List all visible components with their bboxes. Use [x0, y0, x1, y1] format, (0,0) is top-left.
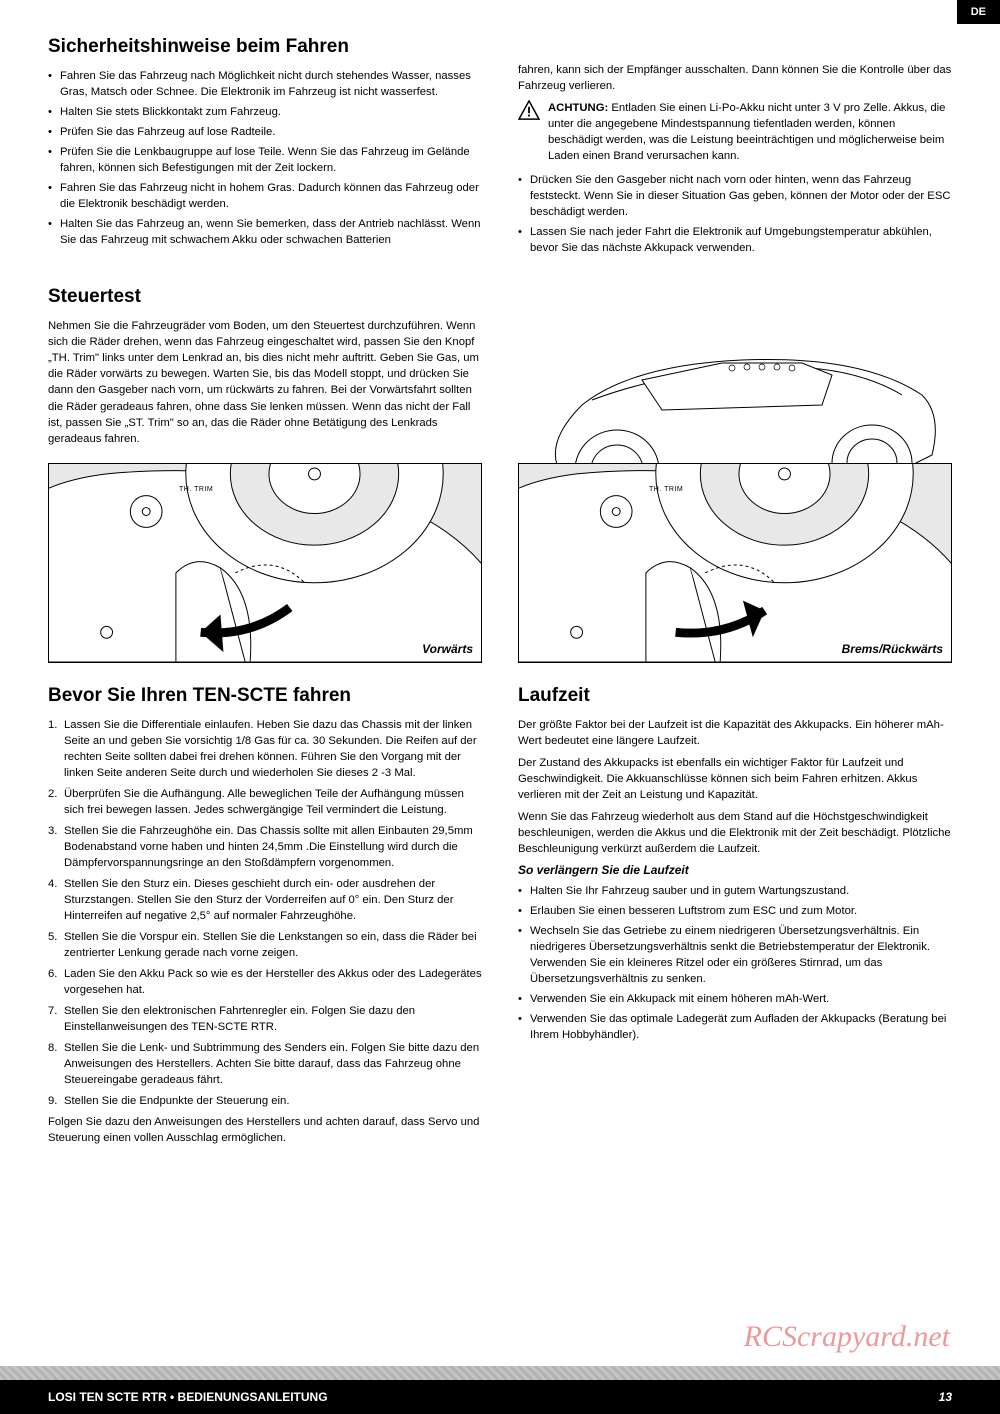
safety-cont-text: fahren, kann sich der Empfänger ausschal… — [518, 62, 952, 94]
diagram-reverse: TH. TRIM Brems/Rückwärts — [518, 463, 952, 663]
safety-section: Sicherheitshinweise beim Fahren Fahren S… — [48, 36, 952, 260]
controller-diagrams: TH. TRIM Vorwärts — [48, 463, 952, 663]
before-drive-after: Folgen Sie dazu den Anweisungen des Hers… — [48, 1114, 482, 1146]
list-item: Halten Sie stets Blickkontakt zum Fahrze… — [48, 104, 482, 120]
before-drive-heading: Bevor Sie Ihren TEN-SCTE fahren — [48, 685, 482, 707]
list-item: Stellen Sie die Vorspur ein. Stellen Sie… — [48, 929, 482, 961]
list-item: Stellen Sie die Endpunkte der Steuerung … — [48, 1093, 482, 1109]
list-item: Stellen Sie den Sturz ein. Dieses geschi… — [48, 876, 482, 924]
list-item: Verwenden Sie ein Akkupack mit einem höh… — [518, 991, 952, 1007]
runtime-heading: Laufzeit — [518, 685, 952, 707]
list-item: Stellen Sie die Fahrzeughöhe ein. Das Ch… — [48, 823, 482, 871]
watermark: RCScrapyard.net — [744, 1320, 950, 1354]
list-item: Stellen Sie die Lenk- und Subtrimmung de… — [48, 1040, 482, 1088]
footer-pattern — [0, 1366, 1000, 1380]
page-content: Sicherheitshinweise beim Fahren Fahren S… — [0, 0, 1000, 1152]
diagram-forward: TH. TRIM Vorwärts — [48, 463, 482, 663]
th-trim-label: TH. TRIM — [649, 486, 683, 493]
before-drive-col: Bevor Sie Ihren TEN-SCTE fahren Lassen S… — [48, 685, 482, 1153]
steuertest-col: Steuertest Nehmen Sie die Fahrzeugräder … — [48, 286, 482, 452]
list-item: Laden Sie den Akku Pack so wie es der He… — [48, 966, 482, 998]
diagram-reverse-caption: Brems/Rückwärts — [842, 642, 943, 656]
lower-section: Bevor Sie Ihren TEN-SCTE fahren Lassen S… — [48, 685, 952, 1153]
warning-text: ACHTUNG: Entladen Sie einen Li-Po-Akku n… — [548, 100, 952, 164]
runtime-para: Der größte Faktor bei der Laufzeit ist d… — [518, 717, 952, 749]
language-tag: DE — [957, 0, 1000, 24]
warning-label: ACHTUNG: — [548, 102, 608, 114]
list-item: Lassen Sie nach jeder Fahrt die Elektron… — [518, 224, 952, 256]
list-item: Wechseln Sie das Getriebe zu einem niedr… — [518, 923, 952, 987]
steuertest-body: Nehmen Sie die Fahrzeugräder vom Boden, … — [48, 318, 482, 446]
list-item: Stellen Sie den elektronischen Fahrtenre… — [48, 1003, 482, 1035]
warning-body: Entladen Sie einen Li-Po-Akku nicht unte… — [548, 102, 945, 162]
list-item: Fahren Sie das Fahrzeug nach Möglichkeit… — [48, 68, 482, 100]
diagram-forward-caption: Vorwärts — [422, 642, 473, 656]
list-item: Halten Sie das Fahrzeug an, wenn Sie bem… — [48, 216, 482, 248]
runtime-subhead: So verlängern Sie die Laufzeit — [518, 863, 952, 877]
footer-title: LOSI TEN SCTE RTR • BEDIENUNGSANLEITUNG — [48, 1390, 328, 1404]
runtime-col: Laufzeit Der größte Faktor bei der Laufz… — [518, 685, 952, 1153]
footer-page: 13 — [939, 1390, 952, 1404]
before-drive-steps: Lassen Sie die Differentiale einlaufen. … — [48, 717, 482, 1110]
safety-right-col: fahren, kann sich der Empfänger ausschal… — [518, 36, 952, 260]
safety-heading: Sicherheitshinweise beim Fahren — [48, 36, 482, 58]
list-item: Fahren Sie das Fahrzeug nicht in hohem G… — [48, 180, 482, 212]
warning-block: ACHTUNG: Entladen Sie einen Li-Po-Akku n… — [518, 100, 952, 164]
list-item: Überprüfen Sie die Aufhängung. Alle bewe… — [48, 786, 482, 818]
steuertest-heading: Steuertest — [48, 286, 482, 308]
th-trim-label: TH. TRIM — [179, 486, 213, 493]
safety-left-list: Fahren Sie das Fahrzeug nach Möglichkeit… — [48, 68, 482, 248]
page-footer: LOSI TEN SCTE RTR • BEDIENUNGSANLEITUNG … — [0, 1380, 1000, 1414]
runtime-para: Wenn Sie das Fahrzeug wiederholt aus dem… — [518, 809, 952, 857]
safety-left-col: Sicherheitshinweise beim Fahren Fahren S… — [48, 36, 482, 260]
list-item: Prüfen Sie das Fahrzeug auf lose Radteil… — [48, 124, 482, 140]
list-item: Erlauben Sie einen besseren Luftstrom zu… — [518, 903, 952, 919]
safety-right-list: Drücken Sie den Gasgeber nicht nach vorn… — [518, 172, 952, 256]
list-item: Drücken Sie den Gasgeber nicht nach vorn… — [518, 172, 952, 220]
list-item: Prüfen Sie die Lenkbaugruppe auf lose Te… — [48, 144, 482, 176]
warning-icon — [518, 100, 540, 164]
list-item: Verwenden Sie das optimale Ladegerät zum… — [518, 1011, 952, 1043]
list-item: Halten Sie Ihr Fahrzeug sauber und in gu… — [518, 883, 952, 899]
runtime-para: Der Zustand des Akkupacks ist ebenfalls … — [518, 755, 952, 803]
list-item: Lassen Sie die Differentiale einlaufen. … — [48, 717, 482, 781]
runtime-bullets: Halten Sie Ihr Fahrzeug sauber und in gu… — [518, 883, 952, 1043]
